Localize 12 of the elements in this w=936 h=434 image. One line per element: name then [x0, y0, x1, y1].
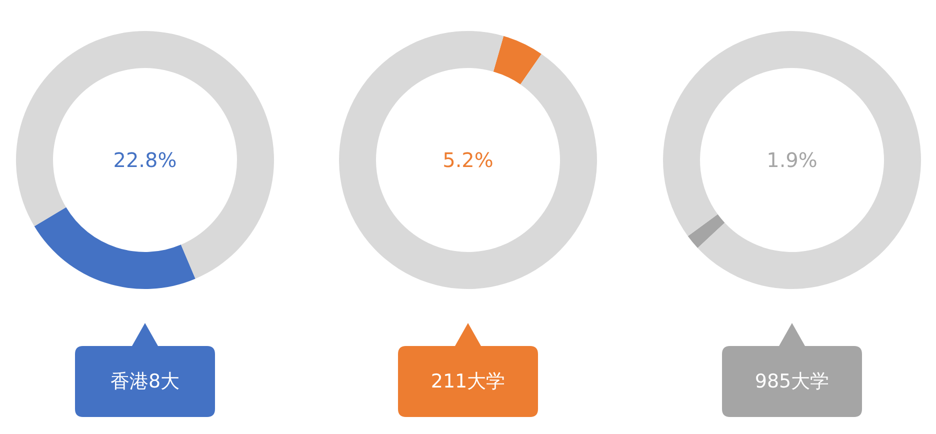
- donut-slice: [688, 214, 725, 248]
- donut-slice: [663, 31, 921, 289]
- donut-slice: [34, 207, 196, 289]
- text: 1.9%: [766, 148, 818, 172]
- title-callout: 211大学: [398, 323, 538, 417]
- title-callout: 香港8大: [75, 323, 215, 417]
- donut-slice: [339, 31, 597, 289]
- donut-slice: [493, 36, 542, 84]
- text: 22.8%: [113, 148, 177, 172]
- donut-slice: [16, 31, 274, 279]
- title-callout: 985大学: [722, 323, 862, 417]
- text: 5.2%: [442, 148, 494, 172]
